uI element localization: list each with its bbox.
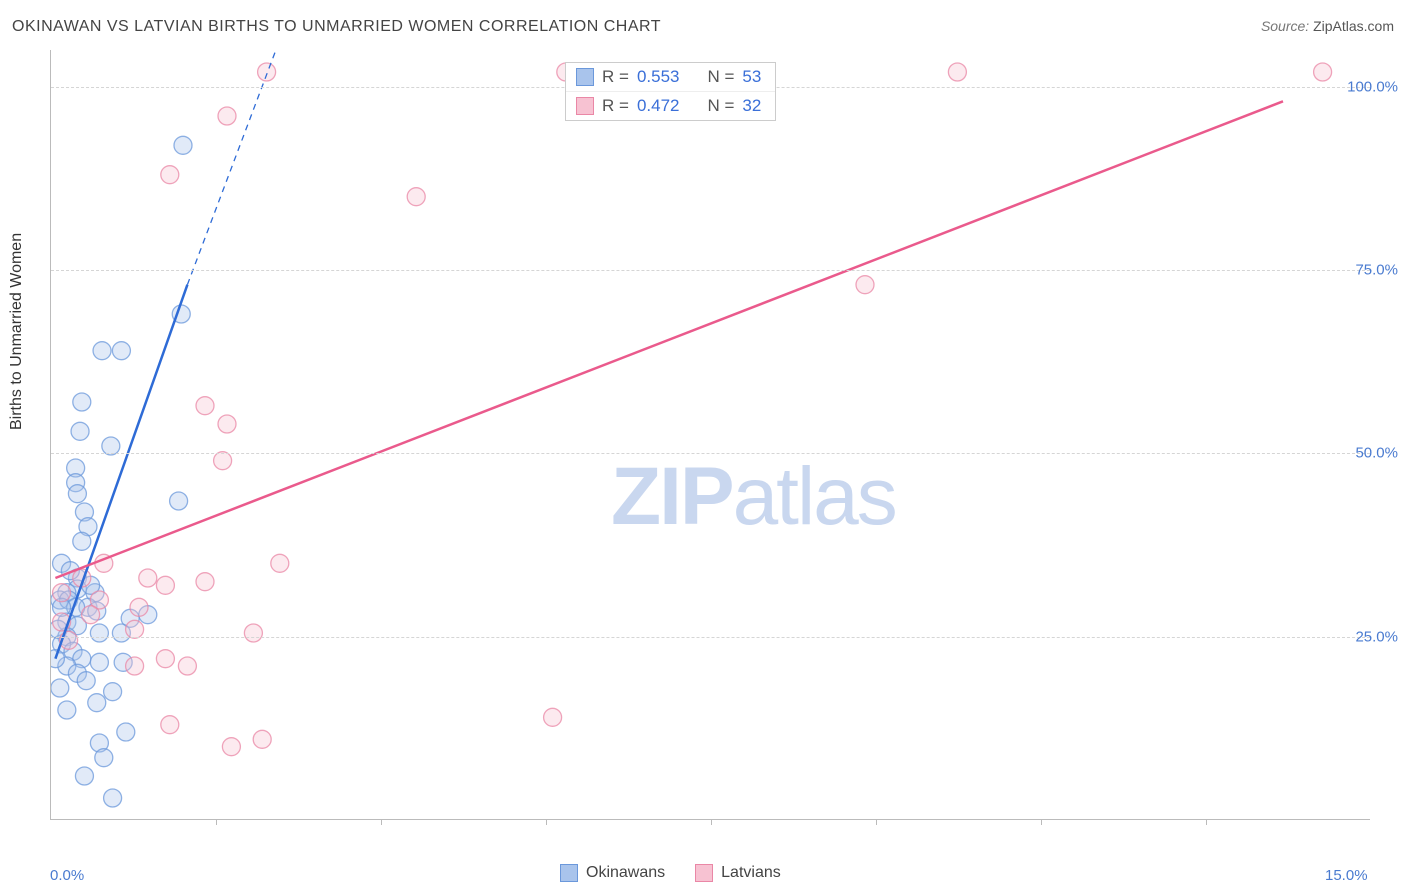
data-point [1314,63,1332,81]
data-point [196,397,214,415]
data-point [214,452,232,470]
source-value: ZipAtlas.com [1313,18,1394,34]
x-tick [876,819,877,825]
data-point [948,63,966,81]
x-tick [1041,819,1042,825]
x-tick [216,819,217,825]
legend-swatch [695,864,713,882]
chart-title: OKINAWAN VS LATVIAN BIRTHS TO UNMARRIED … [12,18,661,36]
data-point [68,485,86,503]
data-point [71,422,89,440]
n-value: 32 [742,96,761,116]
gridline [51,453,1370,454]
data-point [156,576,174,594]
data-point [218,107,236,125]
x-tick [546,819,547,825]
data-point [53,584,71,602]
x-tick-label: 15.0% [1325,867,1368,884]
data-point [93,342,111,360]
data-point [126,657,144,675]
r-value: 0.472 [637,96,680,116]
y-tick-label: 50.0% [1355,445,1398,462]
plot-area: ZIPatlas [50,50,1370,820]
data-point [104,789,122,807]
legend-series-item: Latvians [695,864,781,882]
data-point [90,624,108,642]
y-axis-label: Births to Unmarried Women [8,233,26,430]
data-point [73,393,91,411]
y-tick-label: 100.0% [1347,78,1398,95]
r-label: R = [602,67,629,87]
trend-line [55,101,1283,578]
data-point [253,730,271,748]
data-point [58,701,76,719]
data-point [102,437,120,455]
data-point [139,569,157,587]
data-point [117,723,135,741]
data-point [178,657,196,675]
legend-stats: R = 0.553 N = 53 R = 0.472 N = 32 [565,62,776,121]
legend-series-label: Latvians [721,864,781,882]
data-point [196,573,214,591]
data-point [112,342,130,360]
y-tick-label: 75.0% [1355,262,1398,279]
x-tick [1206,819,1207,825]
n-value: 53 [742,67,761,87]
data-point [126,620,144,638]
data-point [407,188,425,206]
r-label: R = [602,96,629,116]
source-label: Source: [1261,18,1309,34]
data-point [73,532,91,550]
source-attribution: Source: ZipAtlas.com [1261,18,1394,34]
data-point [222,738,240,756]
data-point [75,767,93,785]
y-tick-label: 25.0% [1355,628,1398,645]
x-tick [711,819,712,825]
data-point [170,492,188,510]
gridline [51,637,1370,638]
data-point [95,749,113,767]
data-point [104,683,122,701]
data-point [271,554,289,572]
legend-series: Okinawans Latvians [560,864,781,882]
x-tick-label: 0.0% [50,867,84,884]
legend-stat-row: R = 0.472 N = 32 [566,91,775,120]
data-point [161,716,179,734]
legend-swatch [560,864,578,882]
n-label: N = [707,96,734,116]
data-point [174,136,192,154]
scatter-plot-svg [51,50,1371,820]
data-point [544,708,562,726]
legend-stat-row: R = 0.553 N = 53 [566,63,775,91]
data-point [130,598,148,616]
data-point [161,166,179,184]
data-point [218,415,236,433]
data-point [88,694,106,712]
data-point [258,63,276,81]
data-point [856,276,874,294]
data-point [82,606,100,624]
data-point [90,653,108,671]
legend-series-item: Okinawans [560,864,665,882]
data-point [77,672,95,690]
r-value: 0.553 [637,67,680,87]
data-point [244,624,262,642]
legend-swatch [576,68,594,86]
data-point [156,650,174,668]
legend-swatch [576,97,594,115]
legend-series-label: Okinawans [586,864,665,882]
data-point [51,679,69,697]
title-bar: OKINAWAN VS LATVIAN BIRTHS TO UNMARRIED … [12,18,1394,36]
trend-line-extension [187,50,284,285]
gridline [51,270,1370,271]
n-label: N = [707,67,734,87]
x-tick [381,819,382,825]
